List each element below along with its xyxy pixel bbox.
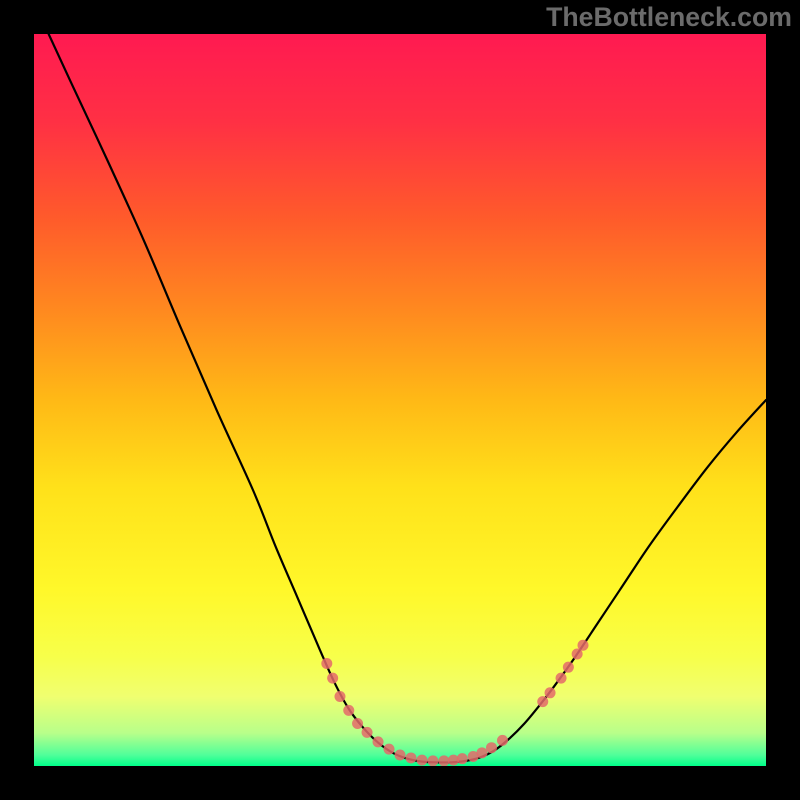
scatter-marker (384, 744, 395, 755)
scatter-marker (343, 705, 354, 716)
scatter-marker (545, 687, 556, 698)
scatter-marker (362, 727, 373, 738)
scatter-marker (497, 735, 508, 746)
scatter-marker (556, 673, 567, 684)
watermark-text: TheBottleneck.com (546, 2, 792, 33)
scatter-marker (438, 755, 449, 766)
scatter-marker (352, 718, 363, 729)
scatter-marker (405, 752, 416, 763)
scatter-marker (373, 736, 384, 747)
chart-background (34, 34, 766, 766)
scatter-marker (395, 750, 406, 761)
scatter-marker (427, 755, 438, 766)
plot-area (34, 34, 766, 766)
scatter-marker (563, 662, 574, 673)
scatter-marker (578, 640, 589, 651)
chart-svg (34, 34, 766, 766)
scatter-marker (537, 696, 548, 707)
scatter-marker (457, 753, 468, 764)
scatter-marker (416, 755, 427, 766)
scatter-marker (334, 691, 345, 702)
scatter-marker (321, 658, 332, 669)
scatter-marker (327, 673, 338, 684)
scatter-marker (486, 742, 497, 753)
chart-container: TheBottleneck.com (0, 0, 800, 800)
scatter-marker (476, 747, 487, 758)
